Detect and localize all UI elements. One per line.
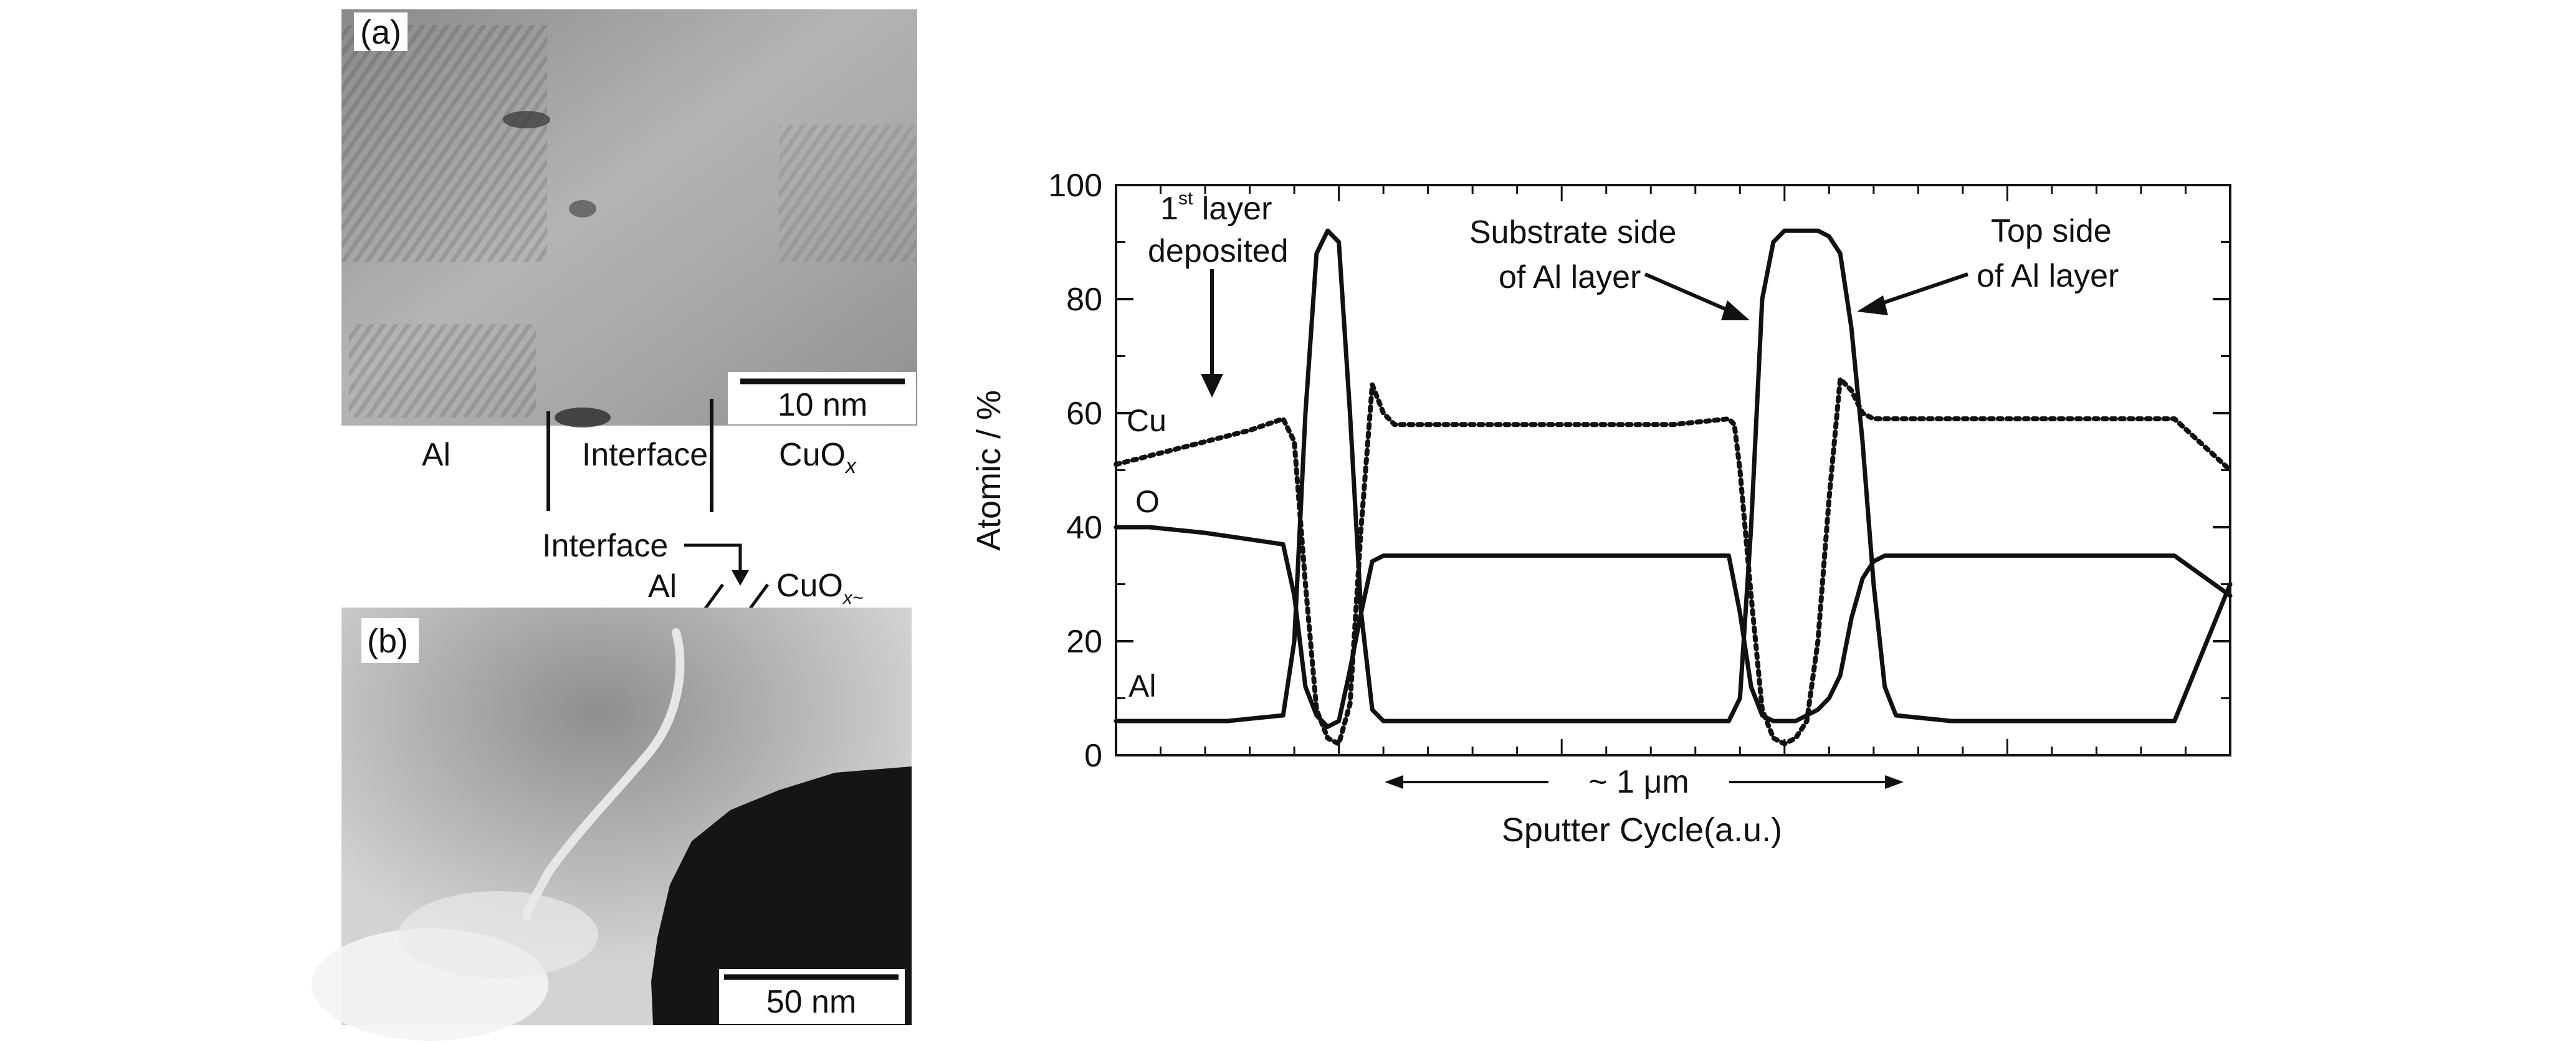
panel-b-scale-text: 50 nm — [766, 984, 857, 1020]
y-tick-label: 0 — [1084, 738, 1102, 774]
annotation-first-layer: 1st layer — [1160, 188, 1272, 227]
panel-b: (b) 50 nm — [312, 608, 912, 1041]
panel-b-bright-region — [399, 891, 598, 978]
series-line-al — [1114, 228, 2233, 723]
scale-arrow-right-head — [1885, 775, 1904, 789]
region-al-label: Al — [422, 437, 451, 473]
panel-a-dark-spot — [555, 408, 611, 427]
y-tick-label: 40 — [1066, 510, 1102, 546]
panel-a-dark-spot — [569, 200, 596, 217]
interface-callout-arrowhead — [732, 570, 749, 586]
panel-a-dark-spot — [503, 111, 550, 128]
panel-b-bright-interface — [522, 628, 685, 920]
y-tick-label: 20 — [1066, 624, 1102, 660]
depth-profile-chart: 0 20 40 60 80 100 Atomic / % Cu O Al 1st laye… — [970, 168, 2233, 849]
panel-b-cuox-label: CuOx~ — [776, 568, 863, 608]
y-axis-label: Atomic / % — [970, 390, 1008, 551]
scale-annotation: ~ 1 μm — [1588, 764, 1689, 800]
x-ticks — [1115, 185, 2231, 755]
series-line-o — [1114, 525, 2233, 729]
interface-callout-label: Interface — [542, 528, 668, 564]
annotation-top-arrow — [1875, 272, 1968, 307]
annotation-top-side: Top side — [1991, 213, 2112, 249]
annotation-substrate-arrow — [1644, 272, 1737, 315]
interface-callout-line — [684, 543, 742, 575]
series-line-cu — [1114, 376, 2233, 747]
annotation-deposited: deposited — [1148, 233, 1289, 269]
panel-a-label-box — [354, 12, 408, 51]
series-label-cu: Cu — [1127, 403, 1166, 438]
panel-b-al-label: Al — [648, 568, 677, 604]
series-label-al: Al — [1128, 669, 1156, 704]
x-axis-label: Sputter Cycle(a.u.) — [1502, 811, 1782, 849]
series-label-o: O — [1135, 484, 1160, 519]
scale-arrow-left-head — [1385, 775, 1403, 789]
y-ticks: 0 20 40 60 80 100 — [1048, 168, 2230, 774]
y-tick-label: 60 — [1066, 396, 1102, 432]
region-interface-label: Interface — [582, 437, 708, 473]
y-tick-label: 80 — [1066, 282, 1102, 318]
region-cuox-label: CuOx — [779, 437, 857, 478]
panel-a-label: (a) — [360, 14, 401, 51]
panel-b-dark-cuox-particle — [651, 766, 912, 1025]
panel-a-scale-text: 10 nm — [778, 387, 868, 423]
panel-a-lattice-fringes-left — [341, 25, 547, 262]
annotation-substrate-arrowhead — [1721, 300, 1750, 320]
panel-b-label-box — [361, 618, 419, 663]
annotation-top-side-line2: of Al layer — [1977, 258, 2119, 294]
panel-a-lattice-fringes-bottom — [349, 324, 536, 418]
annotation-top-arrowhead — [1857, 295, 1888, 315]
y-tick-label: 100 — [1048, 168, 1102, 204]
series-group — [1114, 228, 2233, 747]
panel-b-label: (b) — [367, 623, 408, 660]
panel-a-lattice-fringes-right — [779, 125, 916, 262]
panel-a: (a) 10 nm — [341, 9, 917, 427]
annotation-substrate-side: Substrate side — [1469, 214, 1676, 251]
annotation-first-layer-arrowhead — [1201, 374, 1223, 398]
annotation-substrate-side-line2: of Al layer — [1499, 259, 1641, 295]
